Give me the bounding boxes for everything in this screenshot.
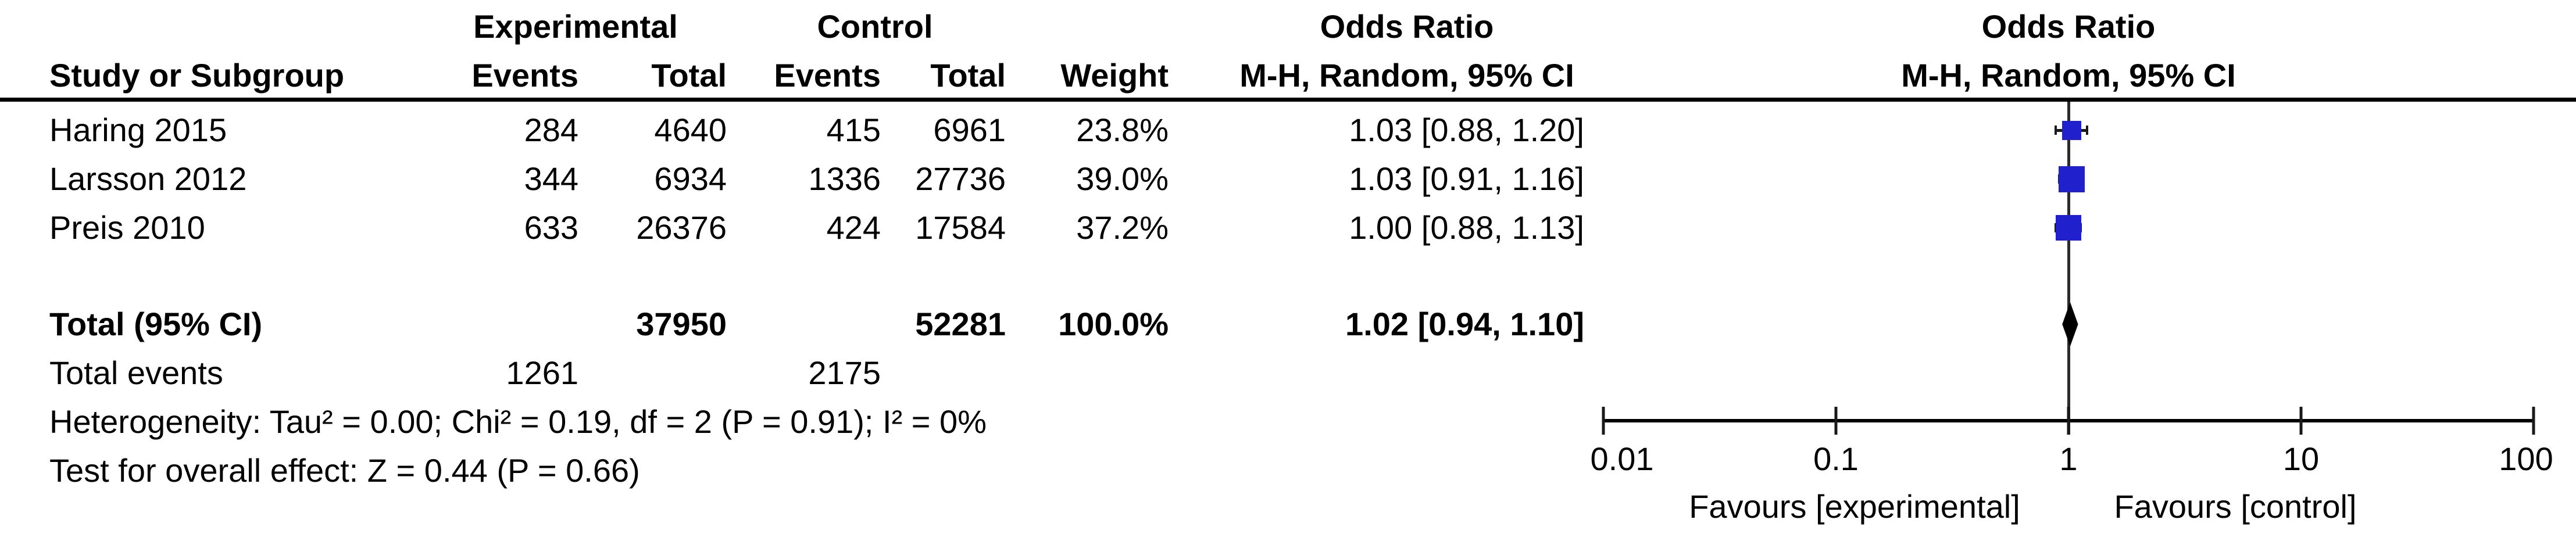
total-ctrl-total: 52281 xyxy=(915,306,1006,342)
axis-tick xyxy=(2532,407,2535,435)
exp-events-value: 633 xyxy=(524,209,578,246)
heterogeneity-stats: Heterogeneity: Tau² = 0.00; Chi² = 0.19,… xyxy=(49,403,987,440)
axis-tick-label: 100 xyxy=(2499,440,2553,477)
exp-total-value: 6934 xyxy=(654,160,727,197)
pooled-effect-diamond xyxy=(2062,302,2078,346)
ctrl-total-value: 17584 xyxy=(915,209,1006,246)
header-divider-line xyxy=(0,98,2576,102)
weight-value: 37.2% xyxy=(1076,209,1169,246)
ctrl-total-value: 27736 xyxy=(915,160,1006,197)
header-odds-ratio-values: Odds Ratio xyxy=(1320,8,1494,45)
total-label: Total (95% CI) xyxy=(49,306,263,342)
axis-tick xyxy=(2299,407,2303,435)
study-marker-square xyxy=(2061,120,2081,140)
study-name: Preis 2010 xyxy=(49,209,205,246)
exp-events-value: 344 xyxy=(524,160,578,197)
axis-tick xyxy=(1602,407,1605,435)
or-ci-value: 1.03 [0.91, 1.16] xyxy=(1349,160,1584,197)
ci-whisker-cap xyxy=(2085,126,2088,135)
overall-effect-test: Test for overall effect: Z = 0.44 (P = 0… xyxy=(49,452,640,489)
axis-tick-label: 0.1 xyxy=(1813,440,1859,477)
axis-tick-label: 1 xyxy=(2059,440,2078,477)
weight-value: 23.8% xyxy=(1076,112,1169,148)
axis-tick xyxy=(2067,407,2070,435)
header-ctrl-events: Events xyxy=(774,57,881,94)
study-name: Haring 2015 xyxy=(49,112,227,148)
exp-events-value: 284 xyxy=(524,112,578,148)
ctrl-events-value: 1336 xyxy=(808,160,881,197)
or-ci-value: 1.03 [0.88, 1.20] xyxy=(1349,112,1584,148)
axis-tick xyxy=(1834,407,1838,435)
ctrl-events-value: 424 xyxy=(826,209,881,246)
total-weight: 100.0% xyxy=(1058,306,1169,342)
favours-control-label: Favours [control] xyxy=(2114,488,2357,525)
study-marker-square xyxy=(2056,215,2081,241)
ci-whisker-cap xyxy=(2054,126,2057,135)
header-mh-ci-values: M-H, Random, 95% CI xyxy=(1239,57,1574,94)
exp-total-value: 26376 xyxy=(636,209,727,246)
ci-whisker-cap xyxy=(2054,223,2057,232)
no-effect-line xyxy=(2067,102,2070,435)
header-exp-events: Events xyxy=(471,57,578,94)
header-weight: Weight xyxy=(1060,57,1169,94)
header-study-or-subgroup: Study or Subgroup xyxy=(49,57,345,94)
header-odds-ratio-plot: Odds Ratio xyxy=(1981,8,2156,45)
header-ctrl-total: Total xyxy=(930,57,1006,94)
ctrl-total-value: 6961 xyxy=(933,112,1006,148)
total-events-ctrl: 2175 xyxy=(808,354,881,391)
axis-tick-label: 0.01 xyxy=(1590,440,1654,477)
study-name: Larsson 2012 xyxy=(49,160,247,197)
header-exp-total: Total xyxy=(651,57,727,94)
total-exp-total: 37950 xyxy=(636,306,727,342)
header-mh-ci-plot: M-H, Random, 95% CI xyxy=(1901,57,2236,94)
weight-value: 39.0% xyxy=(1076,160,1169,197)
total-or-ci: 1.02 [0.94, 1.10] xyxy=(1345,306,1584,342)
or-ci-value: 1.00 [0.88, 1.13] xyxy=(1349,209,1584,246)
exp-total-value: 4640 xyxy=(654,112,727,148)
total-events-label: Total events xyxy=(49,354,223,391)
ctrl-events-value: 415 xyxy=(826,112,881,148)
header-control: Control xyxy=(817,8,933,45)
header-experimental: Experimental xyxy=(473,8,678,45)
study-marker-square xyxy=(2058,166,2085,192)
total-events-exp: 1261 xyxy=(506,354,578,391)
axis-tick-label: 10 xyxy=(2282,440,2320,477)
favours-experimental-label: Favours [experimental] xyxy=(1689,488,2020,525)
